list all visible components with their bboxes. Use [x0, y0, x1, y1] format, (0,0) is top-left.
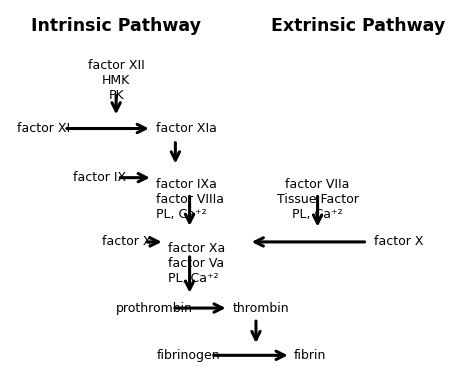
Text: factor Xa
factor Va
PL, Ca⁺²: factor Xa factor Va PL, Ca⁺²: [168, 242, 226, 285]
Text: factor XII
HMK
PK: factor XII HMK PK: [88, 59, 145, 102]
Text: factor IX: factor IX: [73, 171, 127, 184]
Text: Extrinsic Pathway: Extrinsic Pathway: [271, 17, 445, 35]
Text: thrombin: thrombin: [232, 302, 289, 314]
Text: factor X: factor X: [102, 235, 151, 248]
Text: factor XI: factor XI: [17, 122, 70, 135]
Text: prothrombin: prothrombin: [116, 302, 193, 314]
Text: fibrinogen: fibrinogen: [156, 349, 220, 362]
Text: factor VIIa
Tissue Factor
PL, Ca⁺²: factor VIIa Tissue Factor PL, Ca⁺²: [277, 178, 358, 221]
Text: fibrin: fibrin: [294, 349, 326, 362]
Text: Intrinsic Pathway: Intrinsic Pathway: [31, 17, 201, 35]
Text: factor IXa
factor VIIIa
PL, Ca⁺²: factor IXa factor VIIIa PL, Ca⁺²: [156, 178, 224, 221]
Text: factor X: factor X: [374, 235, 424, 248]
Text: factor XIa: factor XIa: [156, 122, 217, 135]
